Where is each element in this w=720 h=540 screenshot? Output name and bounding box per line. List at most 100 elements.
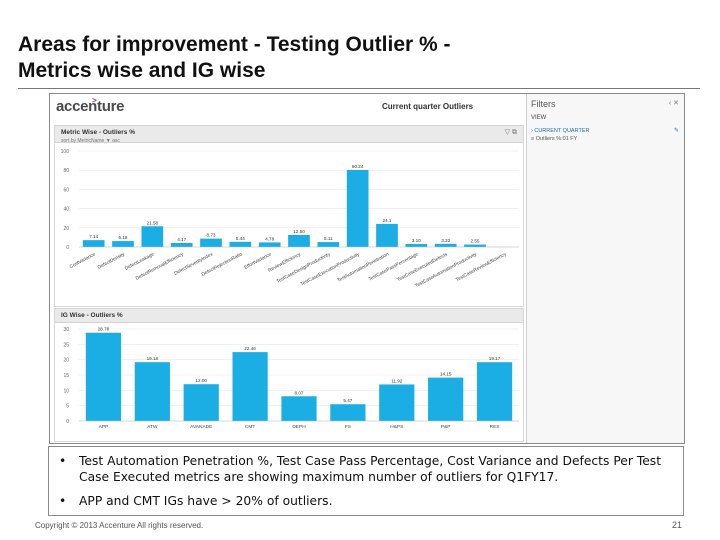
ig-data-label: 19.17	[489, 356, 501, 361]
metric-data-label: 12.50	[293, 229, 305, 234]
metric-bar	[434, 243, 457, 247]
ig-data-label: 22.46	[244, 346, 256, 351]
ig-bar	[428, 377, 464, 421]
metric-bar	[141, 226, 164, 247]
copyright-footer: Copyright © 2013 Accenture All rights re…	[35, 521, 204, 530]
metric-x-tick: TestCasePassPercentage	[368, 251, 420, 282]
metric-panel-sort[interactable]: sort by MetricName ▼ asc	[61, 138, 120, 144]
panel-tools-icon[interactable]: ▽ ⧉	[504, 129, 517, 136]
ig-y-tick: 5	[66, 404, 69, 410]
ig-y-tick: 30	[63, 327, 69, 333]
metric-panel-title: Metric Wise - Outliers %	[61, 129, 135, 136]
metric-y-tick: 100	[61, 149, 70, 155]
finding-text: Test Automation Penetration %, Test Case…	[79, 454, 662, 484]
metric-data-label: 8.73	[207, 233, 216, 238]
ig-x-tick: ATW	[147, 424, 158, 430]
metric-data-label: 3.32	[441, 238, 450, 243]
page-number: 21	[671, 520, 682, 530]
metric-bar	[317, 242, 340, 247]
metric-y-tick: 40	[63, 207, 69, 213]
slide-title: Areas for improvement - Testing Outlier …	[18, 32, 658, 84]
metric-data-label: 5.44	[236, 236, 245, 241]
ig-data-label: 12.00	[195, 378, 207, 383]
ig-x-tick: DEPH	[292, 424, 306, 430]
metric-data-label: 24.1	[383, 218, 392, 223]
ig-bar	[281, 396, 317, 421]
filter-outliers[interactable]: ≡ Outliers %:01 FY	[531, 136, 578, 142]
ig-data-label: 11.92	[391, 378, 403, 383]
metric-bar	[376, 223, 398, 247]
ig-bar	[379, 384, 415, 421]
metric-x-tick: DefectRemovalEfficiency	[135, 251, 185, 282]
filters-pane: Filters ‹ ✕ VIEW › CURRENT QUARTER ≡ Out…	[526, 94, 684, 443]
ig-bar	[134, 362, 170, 421]
ig-chart: 30 25 20 15 10 5 0 28.78 APP 19.18 ATW 12.00 AVANADE…	[63, 327, 519, 430]
logo-caret-icon: >	[92, 96, 97, 105]
metric-data-label: 4.17	[177, 237, 186, 242]
title-divider	[18, 88, 700, 89]
metric-data-label: 4.78	[265, 236, 274, 241]
ig-bar	[476, 362, 513, 421]
metric-data-label: 7.14	[89, 234, 98, 239]
ig-panel-title: IG Wise - Outliers %	[61, 312, 123, 319]
metric-bar	[229, 241, 252, 247]
metric-x-tick: TestAutomationPenetration	[336, 251, 390, 283]
ig-bar	[183, 384, 219, 421]
ig-x-tick: H&PS	[390, 424, 403, 430]
metric-x-tick: CostVariance	[69, 251, 97, 270]
filters-title: Filters	[531, 99, 556, 109]
filter-current-quarter[interactable]: › CURRENT QUARTER	[531, 128, 590, 134]
metric-x-tick: TestCaseReviewEfficiency	[455, 251, 508, 283]
metric-bar	[464, 244, 486, 247]
metric-bar	[288, 235, 310, 247]
ig-wise-panel: IG Wise - Outliers % 30 25 20 15 10 5 0 28.78 AP…	[54, 308, 524, 442]
metric-x-tick: TestCaseDesignProductivity	[276, 251, 332, 285]
ig-y-tick: 25	[63, 342, 69, 348]
metric-data-label: 80.24	[352, 164, 364, 169]
metric-y-tick: 80	[63, 168, 69, 174]
ig-bar	[232, 352, 268, 421]
metric-y-tick: 20	[63, 226, 69, 232]
filters-view-label: VIEW	[531, 115, 547, 121]
bullet-dot-icon: •	[59, 454, 67, 468]
ig-data-label: 28.78	[98, 327, 110, 332]
ig-y-tick: 15	[63, 373, 69, 379]
metric-bar	[82, 240, 105, 247]
ig-bar	[330, 404, 366, 421]
metric-data-label: 3.10	[412, 238, 421, 243]
ig-x-tick: FS	[345, 424, 351, 430]
metric-x-tick: DefectDensity	[97, 251, 127, 271]
accenture-logo: accenture >	[56, 96, 125, 115]
metric-x-tick: TestCaseExecutedDefects	[396, 251, 449, 283]
metric-data-label: 5.11	[324, 236, 333, 241]
metric-data-label: 2.55	[471, 239, 480, 244]
finding-item: • Test Automation Penetration %, Test Ca…	[59, 453, 671, 485]
filters-nav-icon[interactable]: ‹ ✕	[668, 100, 679, 107]
ig-data-label: 8.07	[295, 390, 304, 395]
ig-y-tick: 10	[63, 388, 69, 394]
ig-data-label: 5.47	[343, 398, 352, 403]
metric-data-label: 21.58	[147, 220, 159, 225]
metric-bar	[258, 242, 281, 247]
ig-y-tick: 0	[66, 419, 69, 425]
metric-bar	[346, 169, 369, 247]
metric-panel-header: Metric Wise - Outliers % sort by MetricN…	[55, 126, 523, 144]
dashboard-header-title: Current quarter Outliers	[382, 102, 474, 111]
ig-x-tick: RES	[490, 424, 500, 430]
dashboard-screenshot: accenture > Current quarter Outliers Met…	[49, 93, 685, 444]
ig-bar	[85, 332, 122, 421]
ig-data-label: 14.15	[440, 372, 452, 377]
ig-panel-header: IG Wise - Outliers %	[55, 309, 523, 323]
metric-bar	[200, 238, 222, 247]
bullet-dot-icon: •	[59, 494, 67, 508]
slide-title-line2: Metrics wise and IG wise	[18, 59, 266, 82]
logo-text: accenture	[56, 98, 125, 115]
finding-text: APP and CMT IGs have > 20% of outliers.	[79, 494, 333, 508]
pin-icon[interactable]: ✎	[673, 128, 679, 134]
ig-x-tick: AVANADE	[190, 424, 212, 430]
ig-x-tick: APP	[99, 424, 109, 430]
slide-title-line1: Areas for improvement - Testing Outlier …	[18, 33, 451, 56]
metric-bar	[170, 242, 193, 247]
metric-bar	[112, 241, 134, 247]
ig-y-tick: 20	[63, 358, 69, 364]
